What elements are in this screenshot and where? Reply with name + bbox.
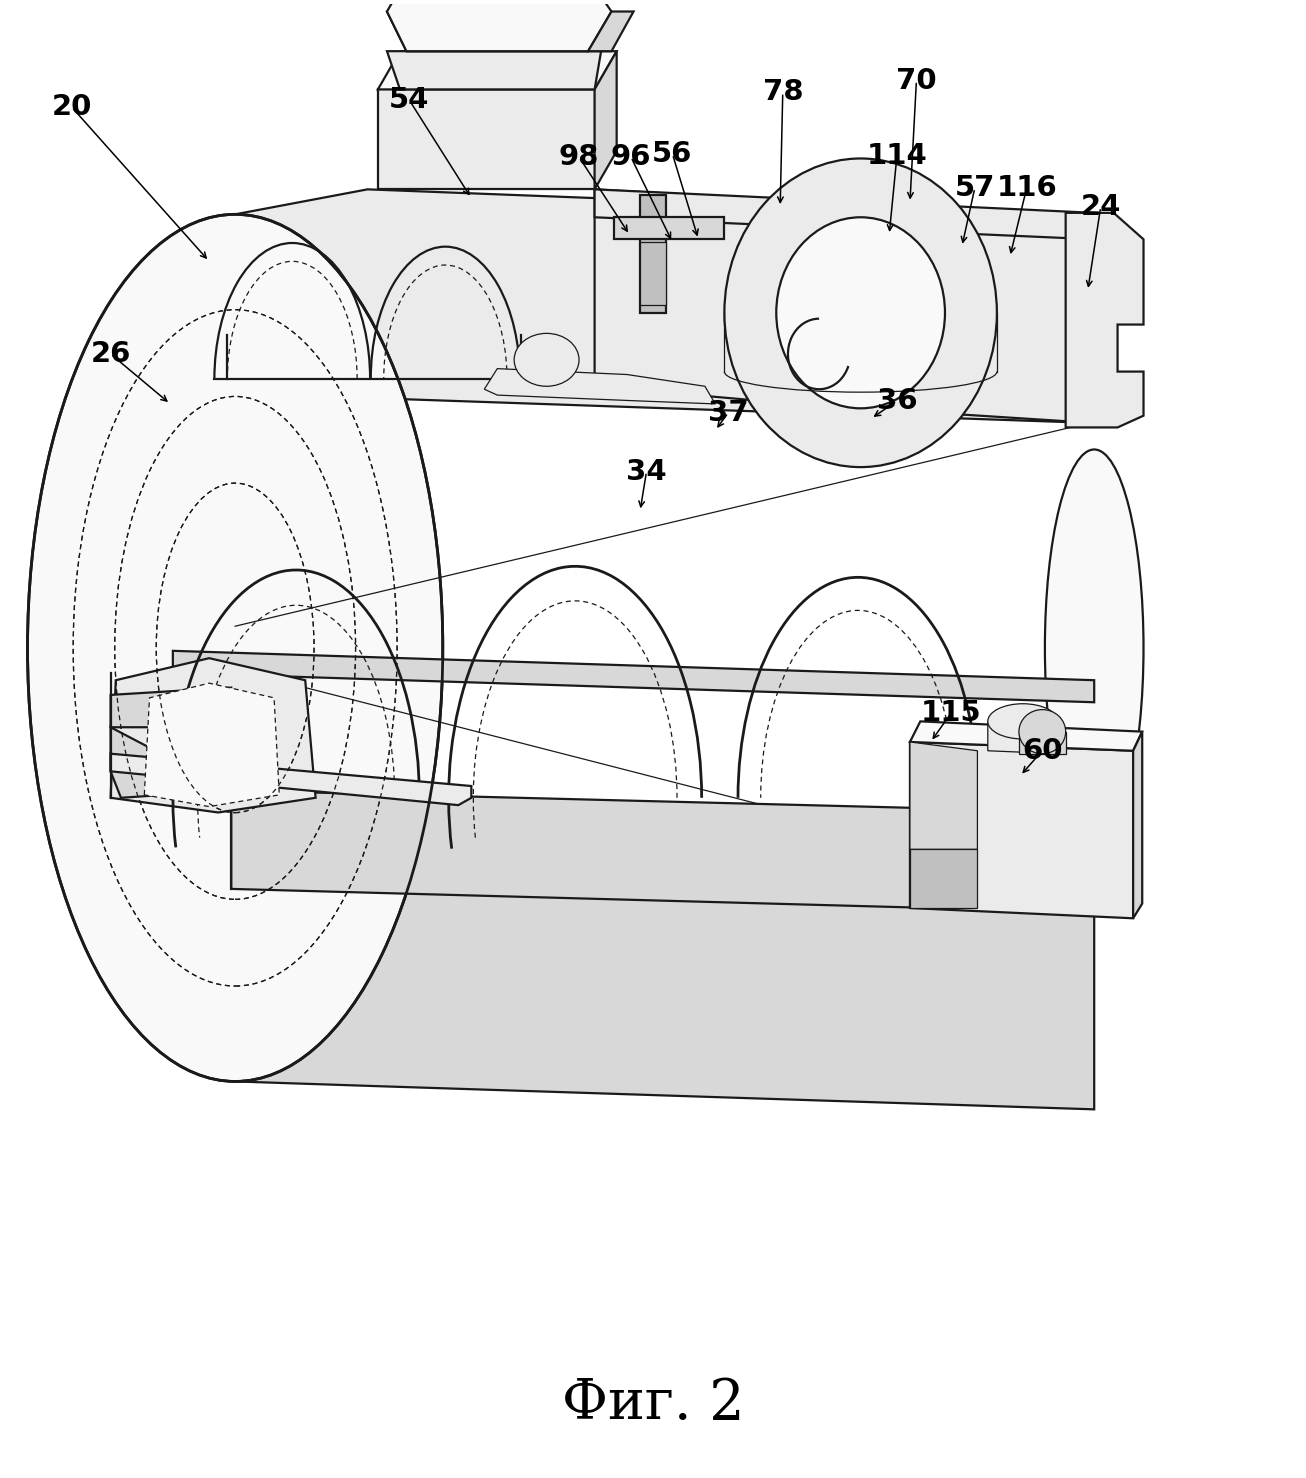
Polygon shape [111,727,231,798]
Polygon shape [172,650,1094,702]
Polygon shape [1019,732,1066,754]
Polygon shape [910,850,977,907]
Polygon shape [111,658,316,813]
Text: 56: 56 [652,140,692,168]
Polygon shape [485,368,716,403]
Ellipse shape [27,214,443,1082]
Ellipse shape [725,158,996,467]
Polygon shape [111,687,231,727]
Polygon shape [387,0,611,52]
Polygon shape [910,721,1143,751]
Polygon shape [786,236,939,364]
Text: 114: 114 [867,142,927,170]
Ellipse shape [1019,709,1066,754]
Polygon shape [1066,213,1144,427]
Text: 20: 20 [51,93,91,121]
Text: 57: 57 [955,174,995,202]
Polygon shape [640,195,666,313]
Polygon shape [387,0,611,52]
Polygon shape [594,52,616,189]
Text: Фиг. 2: Фиг. 2 [562,1376,744,1431]
Polygon shape [640,242,666,306]
Ellipse shape [515,334,579,386]
Text: 37: 37 [708,399,748,427]
Text: 60: 60 [1023,736,1063,764]
Polygon shape [377,52,616,89]
Text: 78: 78 [763,78,803,106]
Polygon shape [377,89,594,189]
Polygon shape [910,742,977,850]
Polygon shape [910,742,1134,918]
Polygon shape [387,52,601,89]
Polygon shape [235,670,1094,1110]
Polygon shape [235,189,1094,627]
Polygon shape [614,217,725,239]
Polygon shape [231,791,1094,912]
Polygon shape [1134,732,1143,918]
Polygon shape [111,754,471,806]
Text: 96: 96 [611,143,652,171]
Text: 34: 34 [626,458,667,485]
Text: 70: 70 [896,67,936,95]
Text: 54: 54 [389,86,430,114]
Polygon shape [588,12,633,52]
Text: 24: 24 [1080,194,1121,222]
Text: 116: 116 [996,174,1057,202]
Ellipse shape [776,217,946,408]
Polygon shape [987,721,1058,754]
Ellipse shape [987,704,1058,739]
Text: 26: 26 [90,340,131,368]
Text: 115: 115 [921,699,982,727]
Text: 98: 98 [559,143,599,171]
Ellipse shape [1045,449,1144,847]
Polygon shape [594,189,1094,423]
Polygon shape [145,683,279,807]
Text: 36: 36 [876,387,917,415]
Polygon shape [594,189,1094,239]
